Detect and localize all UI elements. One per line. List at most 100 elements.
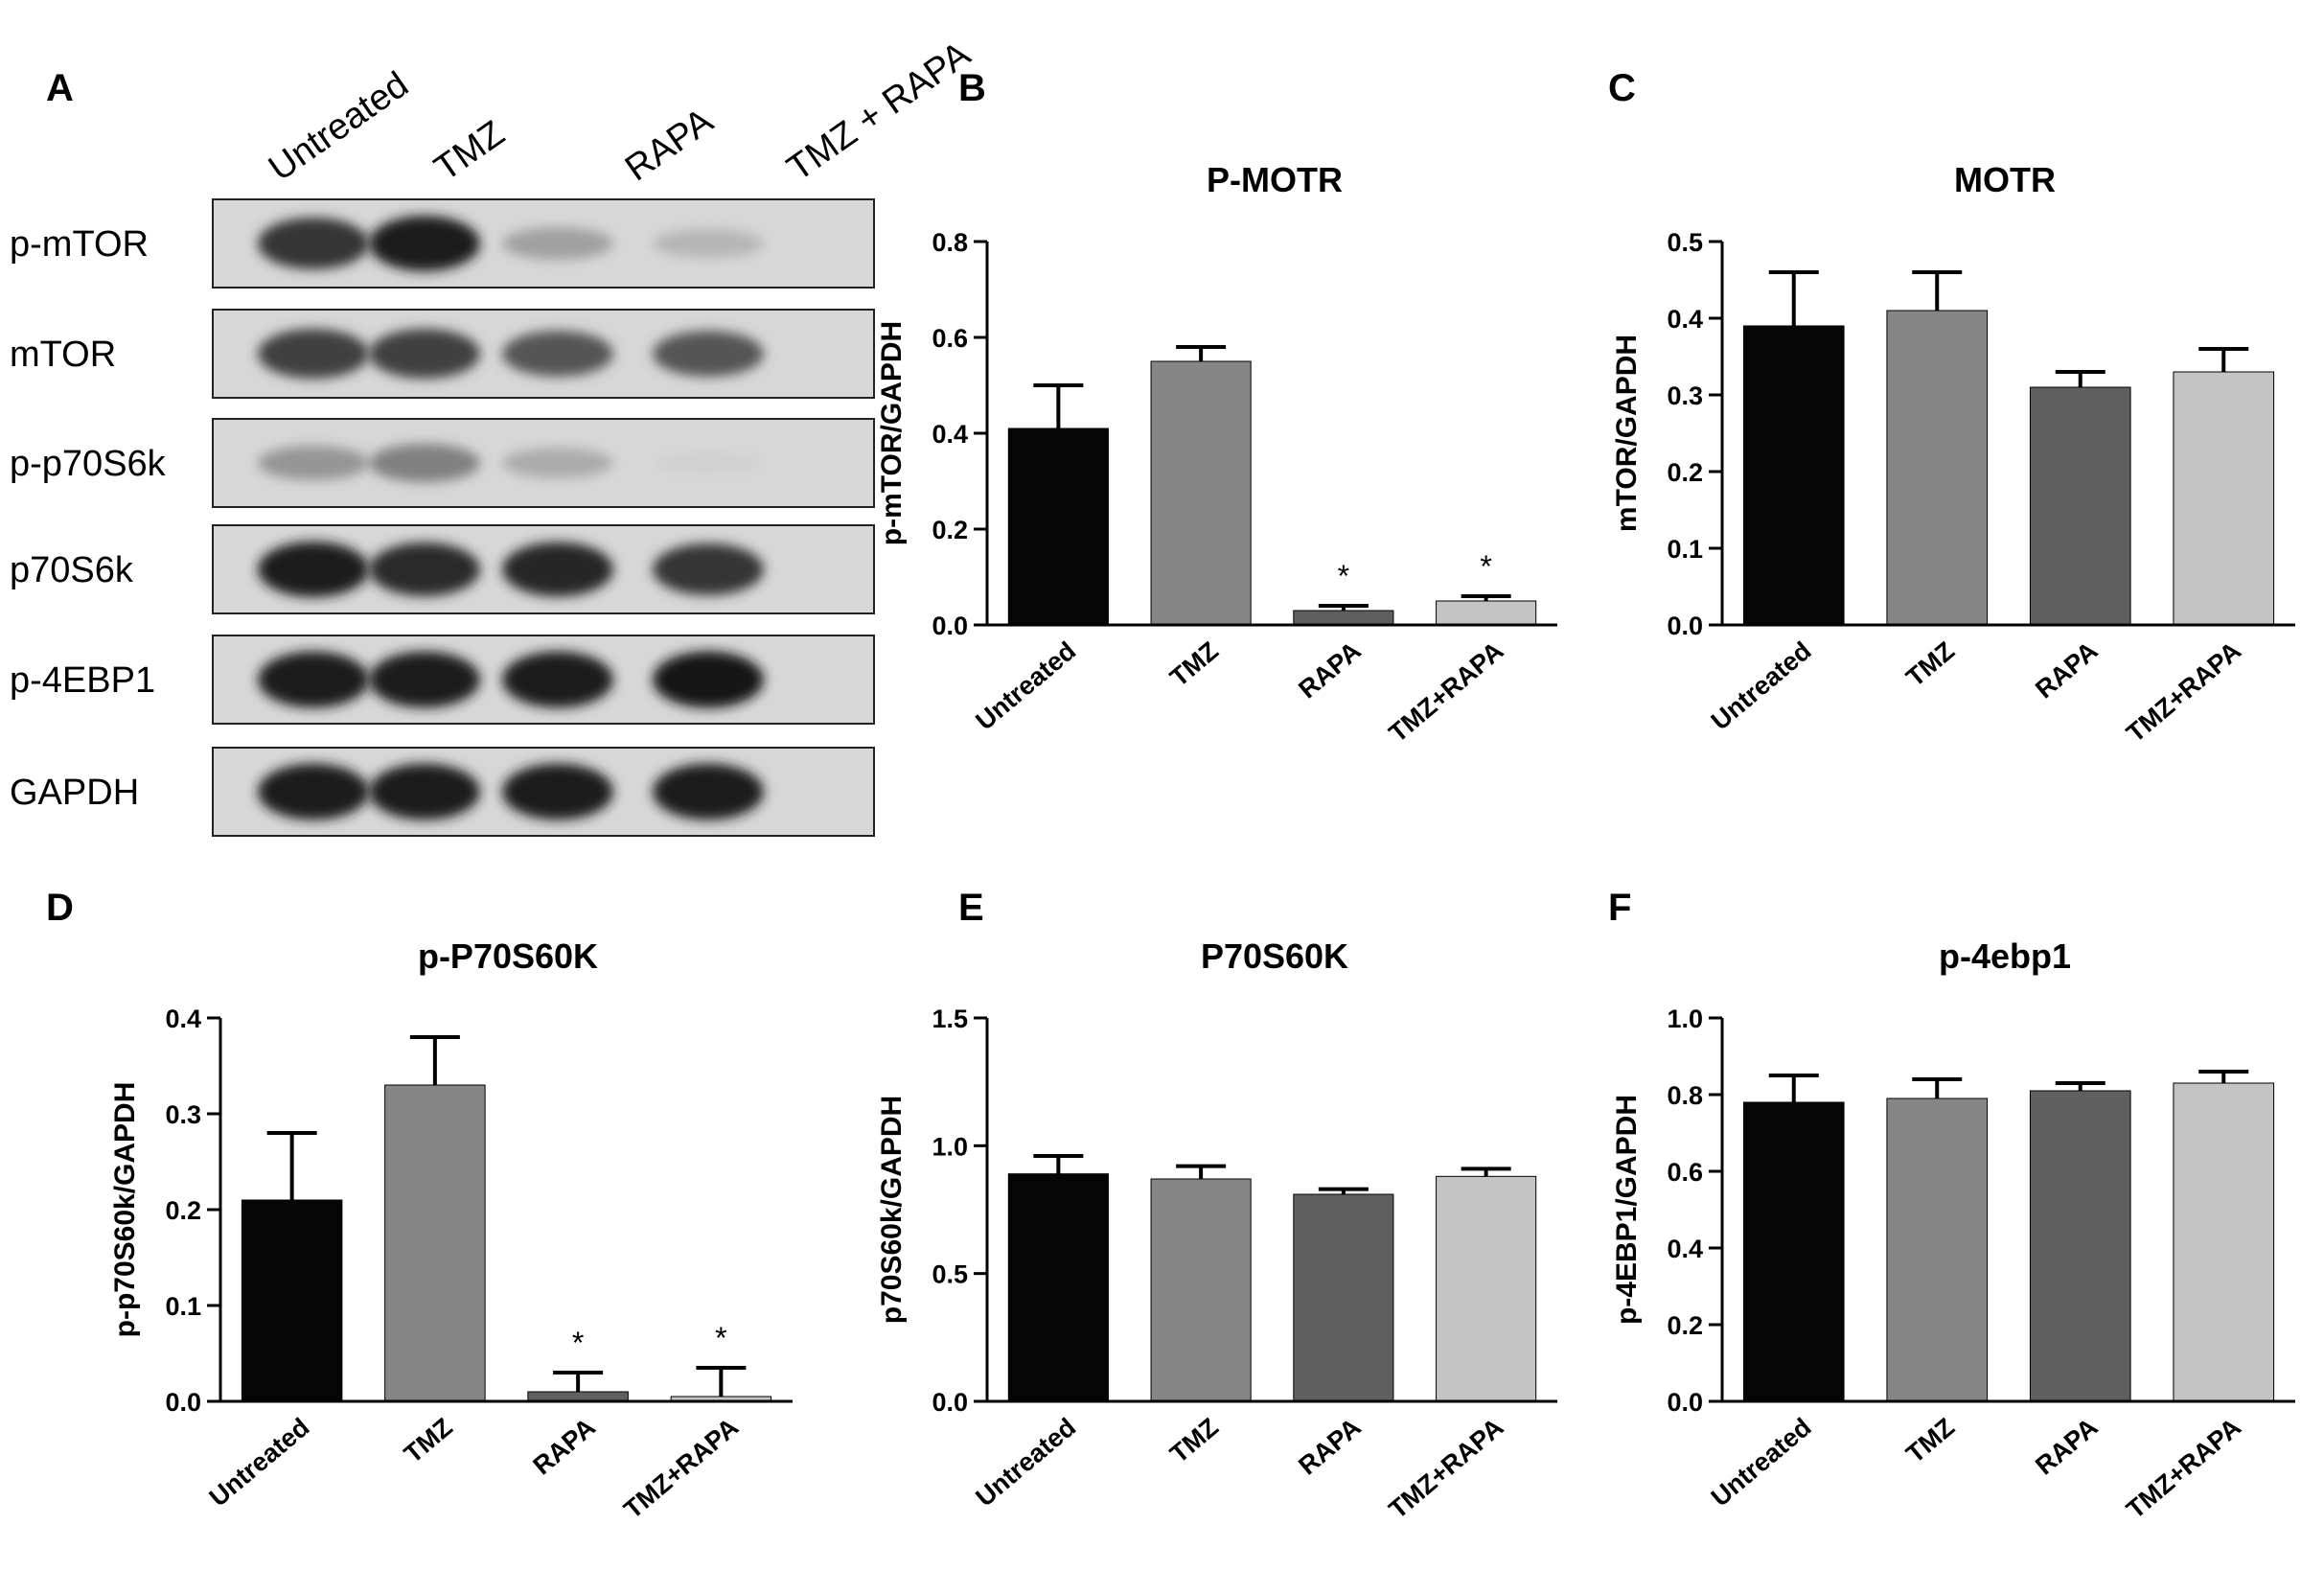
x-tick-label: TMZ bbox=[1164, 1413, 1224, 1469]
bar bbox=[2173, 1082, 2275, 1402]
bar bbox=[1007, 427, 1109, 626]
blot-row: p-p70S6k bbox=[10, 418, 875, 508]
x-tick-label: TMZ+RAPA bbox=[1384, 1413, 1509, 1525]
blot-band bbox=[369, 216, 480, 271]
blot-lane-label: TMZ bbox=[427, 113, 512, 189]
y-tick-label: 0.6 bbox=[1667, 1158, 1703, 1187]
x-tick-label: TMZ bbox=[1900, 636, 1960, 693]
blot-band bbox=[369, 329, 480, 379]
x-tick-label: RAPA bbox=[2030, 636, 2103, 705]
blot-band bbox=[258, 218, 369, 269]
y-tick-label: 0.0 bbox=[932, 1388, 968, 1417]
blot-row: GAPDH bbox=[10, 747, 875, 837]
chart-title: P-MOTR bbox=[1207, 160, 1343, 199]
significance-marker: * bbox=[1338, 559, 1349, 593]
chart-title: MOTR bbox=[1954, 160, 2056, 199]
bar-chart-4: P70S60K Untreated TMZ RAPA TMZ+RAPA 0.0 0.5 1.0… bbox=[876, 936, 1557, 1524]
blot-band bbox=[653, 651, 764, 708]
chart-title: p-P70S60K bbox=[418, 936, 598, 976]
blot-band bbox=[653, 763, 764, 820]
y-tick-label: 0.4 bbox=[165, 1005, 201, 1033]
blot-row-label: p70S6k bbox=[10, 550, 134, 590]
chart-title: P70S60K bbox=[1201, 936, 1348, 976]
blot-row-label: p-4EBP1 bbox=[10, 660, 155, 701]
western-blot-panel: Untreated TMZ RAPA TMZ + RAPA p-mTOR mTOR p-p7… bbox=[10, 34, 978, 837]
x-tick-label: TMZ bbox=[1900, 1413, 1960, 1469]
y-tick-label: 1.5 bbox=[932, 1005, 968, 1033]
y-tick-label: 0.0 bbox=[1667, 1388, 1703, 1417]
y-tick-label: 0.0 bbox=[932, 612, 968, 640]
blot-band bbox=[653, 543, 764, 595]
y-tick-label: 0.0 bbox=[1667, 612, 1703, 640]
panel-letters: A B C D E F bbox=[46, 67, 1636, 929]
blot-band bbox=[258, 329, 369, 379]
x-tick-label: TMZ+RAPA bbox=[1384, 636, 1509, 749]
y-tick-label: 0.6 bbox=[932, 324, 968, 353]
y-axis-label: p-4EBP1/GAPDH bbox=[1611, 1095, 1643, 1325]
x-tick-label: TMZ bbox=[399, 1413, 458, 1469]
bar bbox=[241, 1199, 343, 1402]
x-tick-label: Untreated bbox=[1706, 636, 1817, 736]
bar bbox=[2029, 386, 2131, 626]
bar bbox=[1293, 610, 1394, 626]
y-axis-label: mTOR/GAPDH bbox=[1611, 335, 1643, 532]
blot-band bbox=[502, 651, 613, 708]
significance-marker: * bbox=[1480, 549, 1491, 584]
x-tick-label: RAPA bbox=[2030, 1413, 2103, 1481]
bar bbox=[1742, 325, 1845, 626]
panel-letter-f: F bbox=[1608, 887, 1631, 929]
x-tick-label: RAPA bbox=[1293, 1413, 1366, 1481]
y-tick-label: 0.5 bbox=[932, 1260, 968, 1289]
y-tick-label: 0.4 bbox=[932, 420, 968, 449]
x-tick-label: TMZ+RAPA bbox=[618, 1413, 744, 1525]
blot-band bbox=[258, 542, 369, 597]
blot-band bbox=[369, 543, 480, 596]
blot-band bbox=[258, 651, 369, 708]
bar-chart-2: MOTR Untreated TMZ RAPA TMZ+RAPA 0.0 0.1 0.2 0.3… bbox=[1611, 160, 2295, 748]
bar-chart-1: P-MOTR Untreated TMZ * RAPA * TMZ+RAPA 0.0 0.2 0.… bbox=[876, 160, 1557, 748]
blot-row-label: GAPDH bbox=[10, 773, 139, 813]
y-tick-label: 0.8 bbox=[1667, 1081, 1703, 1110]
blot-lane-label: RAPA bbox=[618, 101, 721, 190]
y-tick-label: 0.5 bbox=[1667, 228, 1703, 257]
y-tick-label: 0.1 bbox=[1667, 535, 1703, 564]
blot-band bbox=[653, 229, 764, 258]
bar bbox=[1007, 1173, 1109, 1402]
panel-letter-c: C bbox=[1608, 67, 1636, 109]
blot-band bbox=[502, 542, 613, 597]
blot-band bbox=[502, 331, 613, 377]
x-tick-label: Untreated bbox=[1706, 1413, 1817, 1513]
blot-row-label: p-p70S6k bbox=[10, 444, 167, 484]
y-tick-label: 0.8 bbox=[932, 228, 968, 257]
significance-marker: * bbox=[715, 1321, 726, 1355]
blot-band bbox=[369, 763, 480, 820]
bar bbox=[1436, 600, 1537, 626]
blot-band bbox=[258, 763, 369, 820]
blot-band bbox=[502, 448, 613, 478]
bar bbox=[1150, 360, 1252, 626]
blot-row: p-4EBP1 bbox=[10, 635, 875, 725]
bar bbox=[1436, 1175, 1537, 1402]
bar bbox=[384, 1084, 486, 1402]
bar bbox=[2029, 1090, 2131, 1402]
y-tick-label: 0.3 bbox=[165, 1100, 201, 1129]
x-tick-label: RAPA bbox=[528, 1413, 601, 1481]
x-tick-label: Untreated bbox=[204, 1413, 315, 1513]
y-tick-label: 0.2 bbox=[932, 516, 968, 544]
blot-band bbox=[653, 331, 764, 377]
y-tick-label: 1.0 bbox=[1667, 1005, 1703, 1033]
panel-letter-a: A bbox=[46, 67, 74, 109]
blot-row-label: mTOR bbox=[10, 335, 116, 375]
bar-chart-3: p-P70S60K Untreated TMZ * RAPA * TMZ+RAPA 0.0 0.… bbox=[109, 936, 793, 1524]
blot-row-label: p-mTOR bbox=[10, 224, 149, 265]
blot-row: p70S6k bbox=[10, 524, 875, 614]
x-tick-label: TMZ+RAPA bbox=[2121, 1413, 2246, 1525]
blot-band bbox=[369, 444, 480, 482]
blot-row: p-mTOR bbox=[10, 198, 875, 289]
y-tick-label: 0.4 bbox=[1667, 305, 1703, 334]
y-axis-label: p-p70S60k/GAPDH bbox=[109, 1082, 141, 1338]
blot-band bbox=[502, 227, 613, 260]
significance-marker: * bbox=[572, 1326, 584, 1360]
y-axis-label: p-mTOR/GAPDH bbox=[876, 321, 908, 545]
blot-band bbox=[258, 446, 369, 480]
